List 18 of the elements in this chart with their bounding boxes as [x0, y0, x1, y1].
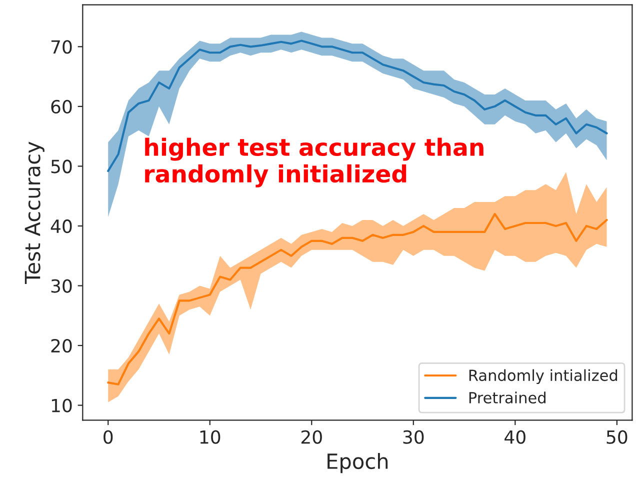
x-tick-label: 10 — [200, 430, 220, 444]
y-tick-label: 20 — [51, 338, 72, 353]
legend-label: Randomly intialized — [469, 369, 618, 384]
y-axis-title: Test Accuracy — [24, 142, 44, 284]
legend-label: Pretrained — [469, 392, 546, 404]
y-tick-label: 50 — [51, 160, 72, 174]
x-tick-label: 0 — [104, 430, 113, 444]
y-tick-label: 30 — [51, 279, 72, 293]
x-tick-label: 20 — [301, 430, 322, 444]
y-tick-label: 70 — [51, 40, 72, 54]
x-tick-label: 50 — [606, 430, 628, 444]
y-tick-label: 10 — [52, 398, 72, 412]
y-tick-label: 60 — [51, 100, 72, 114]
x-tick-label: 30 — [403, 430, 424, 444]
x-axis-title: Epoch — [328, 452, 388, 474]
x-tick-label: 40 — [504, 430, 526, 444]
y-tick-label: 40 — [50, 219, 72, 234]
annotation: higher test accuracy than randomly initialized — [145, 138, 484, 188]
